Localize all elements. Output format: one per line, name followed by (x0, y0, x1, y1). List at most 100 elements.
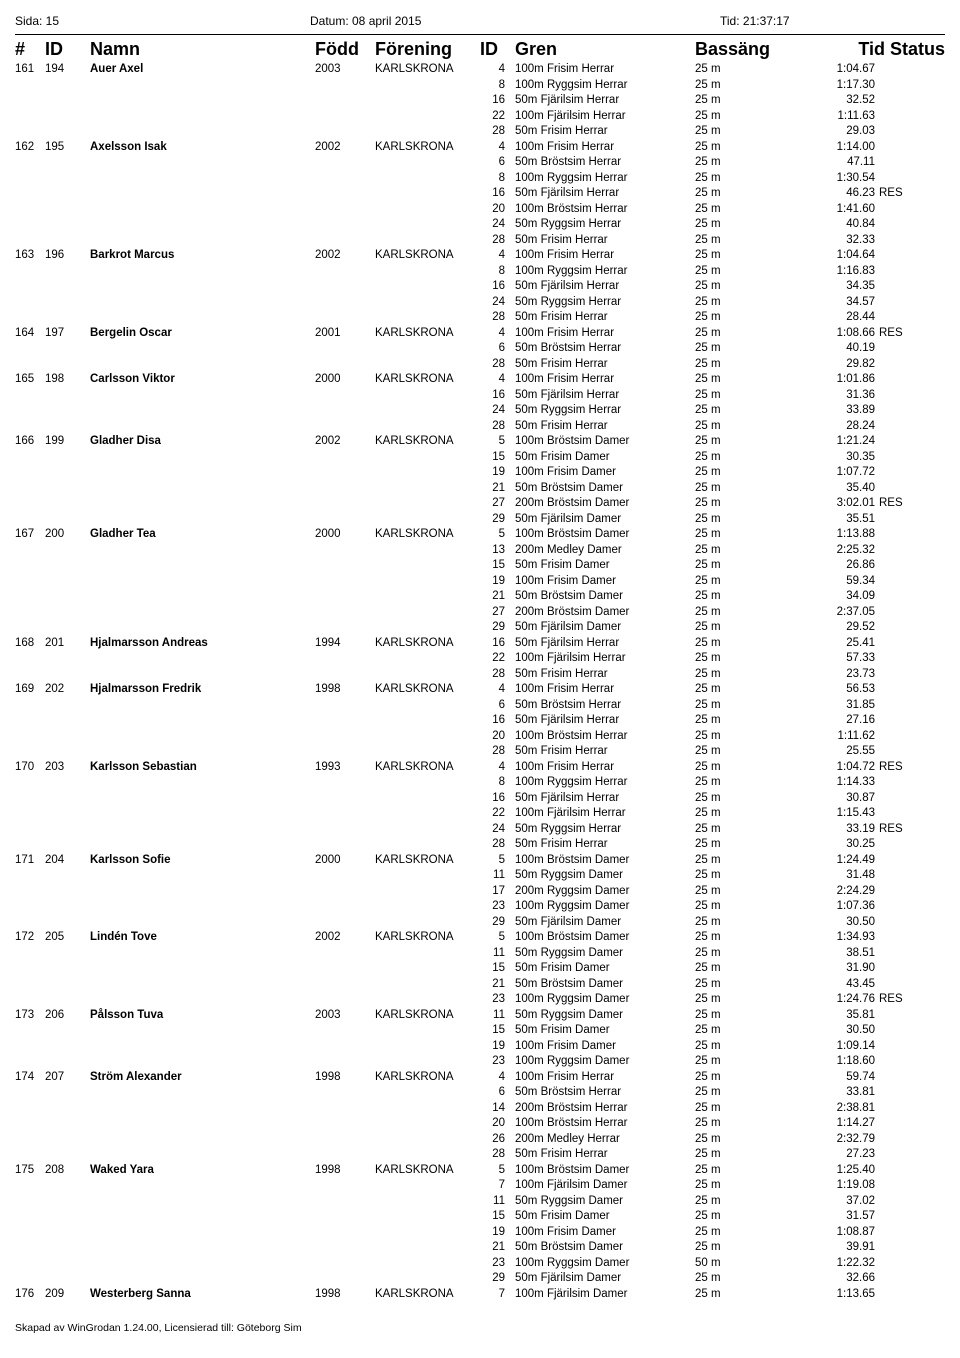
cell-fodd (315, 1147, 375, 1163)
cell-namn (90, 512, 315, 528)
cell-num (15, 419, 45, 435)
cell-fodd: 2002 (315, 248, 375, 264)
cell-tid: 1:17.30 (805, 78, 875, 94)
cell-bass: 25 m (695, 310, 805, 326)
cell-fodd (315, 558, 375, 574)
cell-tid: 1:30.54 (805, 171, 875, 187)
cell-bass: 25 m (695, 264, 805, 280)
cell-id (45, 775, 90, 791)
cell-namn (90, 1209, 315, 1225)
cell-id: 203 (45, 760, 90, 776)
table-row: 7100m Fjärilsim Damer25 m1:19.08 (15, 1178, 945, 1194)
cell-namn (90, 1116, 315, 1132)
cell-tid: 34.57 (805, 295, 875, 311)
table-row: 22100m Fjärilsim Herrar25 m1:11.63 (15, 109, 945, 125)
cell-foren (375, 1101, 480, 1117)
cell-status (875, 434, 945, 450)
table-row: 2850m Frisim Herrar25 m29.82 (15, 357, 945, 373)
cell-foren (375, 1225, 480, 1241)
cell-gren: 100m Bröstsim Damer (515, 527, 695, 543)
cell-num (15, 589, 45, 605)
cell-status (875, 946, 945, 962)
cell-event-id: 28 (480, 357, 515, 373)
cell-event-id: 22 (480, 651, 515, 667)
table-row: 2850m Frisim Herrar25 m30.25 (15, 837, 945, 853)
cell-bass: 25 m (695, 248, 805, 264)
cell-status (875, 1054, 945, 1070)
cell-tid: 29.03 (805, 124, 875, 140)
cell-status (875, 527, 945, 543)
cell-namn (90, 264, 315, 280)
cell-bass: 25 m (695, 1194, 805, 1210)
table-row: 163196Barkrot Marcus2002KARLSKRONA4100m … (15, 248, 945, 264)
cell-event-id: 15 (480, 1023, 515, 1039)
cell-namn (90, 806, 315, 822)
cell-num: 168 (15, 636, 45, 652)
cell-gren: 100m Bröstsim Damer (515, 930, 695, 946)
cell-gren: 100m Fjärilsim Herrar (515, 651, 695, 667)
cell-foren (375, 791, 480, 807)
cell-event-id: 28 (480, 310, 515, 326)
cell-tid: 1:22.32 (805, 1256, 875, 1272)
cell-fodd: 2001 (315, 326, 375, 342)
cell-namn (90, 775, 315, 791)
cell-foren (375, 744, 480, 760)
cell-tid: 1:18.60 (805, 1054, 875, 1070)
cell-tid: 25.55 (805, 744, 875, 760)
cell-id (45, 171, 90, 187)
cell-id (45, 1039, 90, 1055)
cell-bass: 25 m (695, 760, 805, 776)
cell-fodd: 1993 (315, 760, 375, 776)
cell-tid: 1:09.14 (805, 1039, 875, 1055)
cell-status (875, 78, 945, 94)
table-row: 650m Bröstsim Herrar25 m33.81 (15, 1085, 945, 1101)
page-header: Sida: 15 Datum: 08 april 2015 Tid: 21:37… (15, 10, 945, 32)
cell-namn (90, 899, 315, 915)
cell-num (15, 171, 45, 187)
table-row: 23100m Ryggsim Damer25 m1:18.60 (15, 1054, 945, 1070)
cell-event-id: 6 (480, 341, 515, 357)
cell-event-id: 16 (480, 636, 515, 652)
cell-bass: 25 m (695, 992, 805, 1008)
cell-bass: 25 m (695, 744, 805, 760)
cell-status (875, 233, 945, 249)
cell-fodd: 1994 (315, 636, 375, 652)
cell-event-id: 29 (480, 620, 515, 636)
cell-fodd: 1998 (315, 1070, 375, 1086)
cell-gren: 50m Ryggsim Damer (515, 1194, 695, 1210)
cell-namn (90, 496, 315, 512)
cell-num: 163 (15, 248, 45, 264)
cell-bass: 25 m (695, 357, 805, 373)
cell-num (15, 1178, 45, 1194)
cell-namn (90, 698, 315, 714)
cell-id (45, 899, 90, 915)
cell-status (875, 543, 945, 559)
cell-gren: 100m Frisim Herrar (515, 326, 695, 342)
cell-num (15, 744, 45, 760)
cell-event-id: 11 (480, 1194, 515, 1210)
cell-id (45, 791, 90, 807)
cell-fodd (315, 837, 375, 853)
cell-num (15, 310, 45, 326)
cell-event-id: 16 (480, 713, 515, 729)
cell-namn (90, 946, 315, 962)
table-row: 23100m Ryggsim Damer50 m1:22.32 (15, 1256, 945, 1272)
cell-tid: 1:14.00 (805, 140, 875, 156)
cell-event-id: 8 (480, 78, 515, 94)
cell-fodd (315, 264, 375, 280)
cell-gren: 100m Ryggsim Damer (515, 992, 695, 1008)
cell-event-id: 5 (480, 853, 515, 869)
cell-status (875, 357, 945, 373)
cell-foren (375, 1039, 480, 1055)
cell-num (15, 124, 45, 140)
cell-tid: 38.51 (805, 946, 875, 962)
cell-num (15, 574, 45, 590)
table-row: 650m Bröstsim Herrar25 m31.85 (15, 698, 945, 714)
cell-tid: 2:24.29 (805, 884, 875, 900)
cell-foren: KARLSKRONA (375, 527, 480, 543)
cell-bass: 25 m (695, 961, 805, 977)
cell-event-id: 20 (480, 729, 515, 745)
cell-event-id: 27 (480, 605, 515, 621)
cell-foren: KARLSKRONA (375, 1008, 480, 1024)
cell-bass: 25 m (695, 853, 805, 869)
